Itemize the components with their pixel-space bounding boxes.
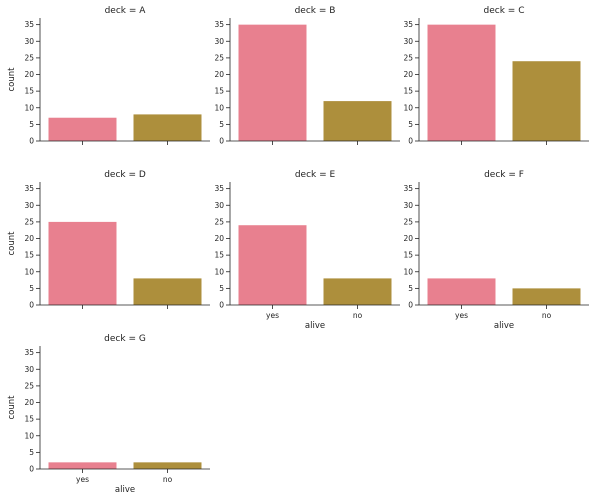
y-tick-label-deck-b: 10	[214, 103, 224, 112]
y-tick-label-deck-e: 25	[214, 217, 224, 226]
y-axis-label-deck-d: count	[7, 231, 17, 256]
facet-title-deck-b: deck = B	[295, 6, 336, 16]
y-tick-label-deck-g: 10	[24, 431, 34, 440]
y-tick-label-deck-c: 15	[403, 87, 413, 96]
x-tick-label-deck-e-yes: yes	[266, 311, 279, 320]
x-axis-label-deck-g: alive	[115, 485, 135, 495]
y-tick-label-deck-c: 10	[403, 103, 413, 112]
y-tick-label-deck-c: 25	[403, 53, 413, 62]
x-tick-label-deck-e-no: no	[353, 311, 363, 320]
y-tick-label-deck-e: 5	[219, 284, 224, 293]
facet-panel-deck-d: deck = D 0 5 10 15 20 25 30 35 count	[7, 170, 210, 310]
y-tick-label-deck-a: 15	[24, 87, 34, 96]
facet-title-deck-e: deck = E	[295, 170, 336, 180]
y-tick-label-deck-e: 10	[214, 267, 224, 276]
x-tick-label-deck-f-no: no	[542, 311, 552, 320]
y-tick-label-deck-c: 30	[403, 37, 413, 46]
facet-panel-deck-c: deck = C 0 5 10 15 20 25 30 35	[403, 6, 589, 146]
facet-panel-deck-e: deck = E 0 5 10 15 20 25 30 35 yes no alive	[214, 170, 400, 331]
y-tick-label-deck-a: 0	[29, 137, 34, 146]
facet-title-deck-d: deck = D	[104, 170, 146, 180]
facet-title-deck-g: deck = G	[104, 334, 146, 344]
bar-deck-a-no	[133, 114, 202, 141]
facet-panel-deck-f: deck = F 0 5 10 15 20 25 30 35 yes no alive	[403, 170, 589, 331]
y-tick-label-deck-b: 15	[214, 87, 224, 96]
y-tick-label-deck-a: 5	[29, 120, 34, 129]
y-tick-label-deck-b: 5	[219, 120, 224, 129]
bar-deck-g-yes	[48, 462, 117, 469]
bar-deck-b-no	[323, 101, 392, 141]
facet-title-deck-a: deck = A	[105, 6, 147, 16]
facet-title-deck-c: deck = C	[484, 6, 525, 16]
y-tick-label-deck-g: 30	[24, 365, 34, 374]
y-tick-label-deck-b: 20	[214, 70, 224, 79]
y-tick-label-deck-f: 10	[403, 267, 413, 276]
bar-deck-e-yes	[238, 225, 307, 305]
facet-title-deck-f: deck = F	[484, 170, 524, 180]
bar-deck-d-yes	[48, 221, 117, 305]
y-tick-label-deck-c: 5	[408, 120, 413, 129]
facet-panel-deck-b: deck = B 0 5 10 15 20 25 30 35	[214, 6, 400, 146]
y-tick-label-deck-a: 10	[24, 103, 34, 112]
y-tick-label-deck-c: 35	[403, 20, 413, 29]
y-tick-label-deck-e: 15	[214, 251, 224, 260]
y-tick-label-deck-g: 5	[29, 448, 34, 457]
y-tick-label-deck-d: 25	[24, 217, 34, 226]
bar-deck-f-yes	[427, 278, 496, 305]
y-tick-label-deck-g: 35	[24, 348, 34, 357]
y-tick-label-deck-f: 0	[408, 301, 413, 310]
y-tick-label-deck-d: 0	[29, 301, 34, 310]
bar-deck-c-no	[512, 61, 581, 141]
facet-panel-deck-a: deck = A 0 5 10 15 20 25 30 35 count	[7, 6, 210, 146]
y-tick-label-deck-d: 10	[24, 267, 34, 276]
y-tick-label-deck-d: 20	[24, 234, 34, 243]
y-tick-label-deck-a: 20	[24, 70, 34, 79]
y-tick-label-deck-b: 0	[219, 137, 224, 146]
y-tick-label-deck-f: 15	[403, 251, 413, 260]
y-tick-label-deck-c: 20	[403, 70, 413, 79]
y-tick-label-deck-g: 15	[24, 415, 34, 424]
y-tick-label-deck-g: 20	[24, 398, 34, 407]
y-tick-label-deck-c: 0	[408, 137, 413, 146]
y-tick-label-deck-a: 25	[24, 53, 34, 62]
bar-deck-e-no	[323, 278, 392, 305]
y-tick-label-deck-g: 0	[29, 465, 34, 474]
y-tick-label-deck-b: 25	[214, 53, 224, 62]
y-tick-label-deck-f: 35	[403, 184, 413, 193]
bar-deck-f-no	[512, 288, 581, 305]
y-tick-label-deck-f: 20	[403, 234, 413, 243]
y-tick-label-deck-d: 35	[24, 184, 34, 193]
bar-deck-c-yes	[427, 24, 496, 141]
y-tick-label-deck-f: 30	[403, 201, 413, 210]
x-tick-label-deck-f-yes: yes	[455, 311, 468, 320]
x-axis-label-deck-f: alive	[494, 321, 514, 331]
y-tick-label-deck-a: 35	[24, 20, 34, 29]
bar-deck-g-no	[133, 462, 202, 469]
y-tick-label-deck-e: 0	[219, 301, 224, 310]
bar-deck-a-yes	[48, 117, 117, 141]
y-tick-label-deck-e: 20	[214, 234, 224, 243]
y-tick-label-deck-b: 30	[214, 37, 224, 46]
bar-deck-d-no	[133, 278, 202, 305]
x-tick-label-deck-g-yes: yes	[76, 475, 89, 484]
y-tick-label-deck-b: 35	[214, 20, 224, 29]
y-tick-label-deck-a: 30	[24, 37, 34, 46]
y-axis-label-deck-g: count	[7, 395, 17, 420]
y-tick-label-deck-f: 25	[403, 217, 413, 226]
x-axis-label-deck-e: alive	[305, 321, 325, 331]
y-tick-label-deck-d: 30	[24, 201, 34, 210]
y-tick-label-deck-e: 30	[214, 201, 224, 210]
y-tick-label-deck-d: 15	[24, 251, 34, 260]
y-tick-label-deck-d: 5	[29, 284, 34, 293]
facet-panel-deck-g: deck = G 0 5 10 15 20 25 30 35 yes no alive count	[7, 334, 210, 495]
y-axis-label-deck-a: count	[7, 67, 17, 92]
y-tick-label-deck-f: 5	[408, 284, 413, 293]
y-tick-label-deck-e: 35	[214, 184, 224, 193]
bar-deck-b-yes	[238, 24, 307, 141]
x-tick-label-deck-g-no: no	[163, 475, 173, 484]
y-tick-label-deck-g: 25	[24, 381, 34, 390]
